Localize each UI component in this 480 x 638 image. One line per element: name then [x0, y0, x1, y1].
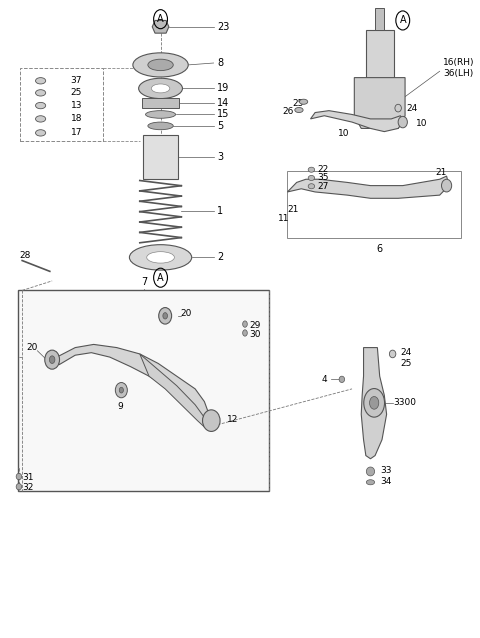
Ellipse shape — [36, 90, 46, 96]
Text: 37: 37 — [71, 77, 82, 85]
Text: 3: 3 — [217, 152, 223, 162]
Text: 17: 17 — [71, 128, 82, 137]
Text: 10: 10 — [416, 119, 427, 128]
Ellipse shape — [295, 107, 303, 112]
Ellipse shape — [115, 383, 127, 397]
Text: 33: 33 — [381, 466, 392, 475]
Ellipse shape — [148, 59, 173, 71]
Text: 16(RH)
36(LH): 16(RH) 36(LH) — [444, 59, 475, 78]
Ellipse shape — [36, 78, 46, 84]
Polygon shape — [361, 348, 386, 459]
Text: A: A — [157, 272, 164, 283]
Text: A: A — [157, 14, 164, 24]
Text: 21: 21 — [435, 168, 446, 177]
Ellipse shape — [300, 100, 308, 104]
Bar — [366, 30, 394, 78]
Ellipse shape — [16, 473, 22, 480]
Ellipse shape — [49, 356, 55, 364]
Ellipse shape — [145, 110, 176, 118]
Ellipse shape — [243, 321, 247, 327]
Bar — [143, 135, 178, 179]
Ellipse shape — [151, 84, 170, 93]
Text: 28: 28 — [19, 251, 30, 260]
Ellipse shape — [339, 376, 345, 383]
Text: 18: 18 — [71, 114, 82, 123]
Ellipse shape — [36, 115, 46, 122]
Polygon shape — [140, 354, 207, 427]
Text: 11: 11 — [278, 214, 290, 223]
Ellipse shape — [203, 410, 220, 431]
Text: 25: 25 — [71, 88, 82, 98]
Polygon shape — [152, 20, 169, 33]
Text: 21: 21 — [288, 205, 299, 214]
Ellipse shape — [243, 330, 247, 336]
Text: 7: 7 — [141, 278, 147, 287]
Text: 20: 20 — [180, 309, 192, 318]
Text: 35: 35 — [317, 174, 328, 182]
Bar — [287, 171, 461, 238]
Text: 32: 32 — [22, 483, 34, 492]
Ellipse shape — [133, 53, 188, 77]
Text: 29: 29 — [250, 321, 261, 330]
Text: 30: 30 — [250, 330, 261, 339]
Ellipse shape — [130, 245, 192, 270]
Text: 13: 13 — [71, 101, 82, 110]
Text: 20: 20 — [27, 343, 38, 352]
Ellipse shape — [36, 130, 46, 136]
Text: 34: 34 — [381, 477, 392, 486]
Text: 12: 12 — [227, 415, 238, 424]
Ellipse shape — [119, 387, 123, 393]
Ellipse shape — [147, 251, 174, 263]
Text: 14: 14 — [217, 98, 229, 108]
Polygon shape — [288, 176, 449, 198]
Polygon shape — [354, 78, 405, 128]
Ellipse shape — [139, 78, 182, 99]
Ellipse shape — [395, 104, 401, 112]
Text: 19: 19 — [217, 84, 229, 93]
Text: 24: 24 — [400, 348, 412, 357]
Text: 23: 23 — [217, 22, 229, 32]
Ellipse shape — [442, 179, 452, 192]
Polygon shape — [311, 110, 403, 131]
Text: 26: 26 — [283, 107, 294, 115]
Ellipse shape — [308, 167, 315, 172]
Ellipse shape — [148, 122, 173, 130]
Text: 10: 10 — [338, 129, 349, 138]
Text: 1: 1 — [217, 206, 223, 216]
Bar — [142, 98, 179, 108]
Ellipse shape — [308, 175, 315, 181]
Text: 6: 6 — [377, 244, 383, 254]
Ellipse shape — [308, 184, 315, 189]
Text: 31: 31 — [22, 473, 34, 482]
Ellipse shape — [16, 484, 22, 490]
Bar — [375, 8, 384, 30]
Text: 15: 15 — [217, 110, 229, 119]
Text: 24: 24 — [407, 103, 418, 112]
Ellipse shape — [163, 313, 168, 319]
Bar — [18, 290, 269, 491]
Text: 8: 8 — [217, 58, 223, 68]
Ellipse shape — [36, 102, 46, 108]
Ellipse shape — [366, 467, 374, 476]
Polygon shape — [57, 345, 209, 420]
Text: 25: 25 — [292, 98, 303, 108]
Text: 9: 9 — [118, 401, 123, 411]
Ellipse shape — [364, 389, 384, 417]
Text: 2: 2 — [217, 253, 224, 262]
Bar — [20, 68, 103, 141]
Text: 27: 27 — [317, 182, 328, 191]
Ellipse shape — [45, 350, 60, 369]
Text: 3300: 3300 — [394, 398, 417, 407]
Ellipse shape — [159, 308, 172, 324]
Ellipse shape — [370, 396, 379, 409]
Text: 25: 25 — [400, 359, 412, 368]
Text: 4: 4 — [322, 375, 328, 384]
Text: 22: 22 — [317, 165, 328, 174]
Text: 5: 5 — [217, 121, 224, 131]
Ellipse shape — [389, 350, 396, 358]
Ellipse shape — [398, 116, 408, 128]
Text: A: A — [399, 15, 406, 26]
Ellipse shape — [366, 480, 374, 485]
